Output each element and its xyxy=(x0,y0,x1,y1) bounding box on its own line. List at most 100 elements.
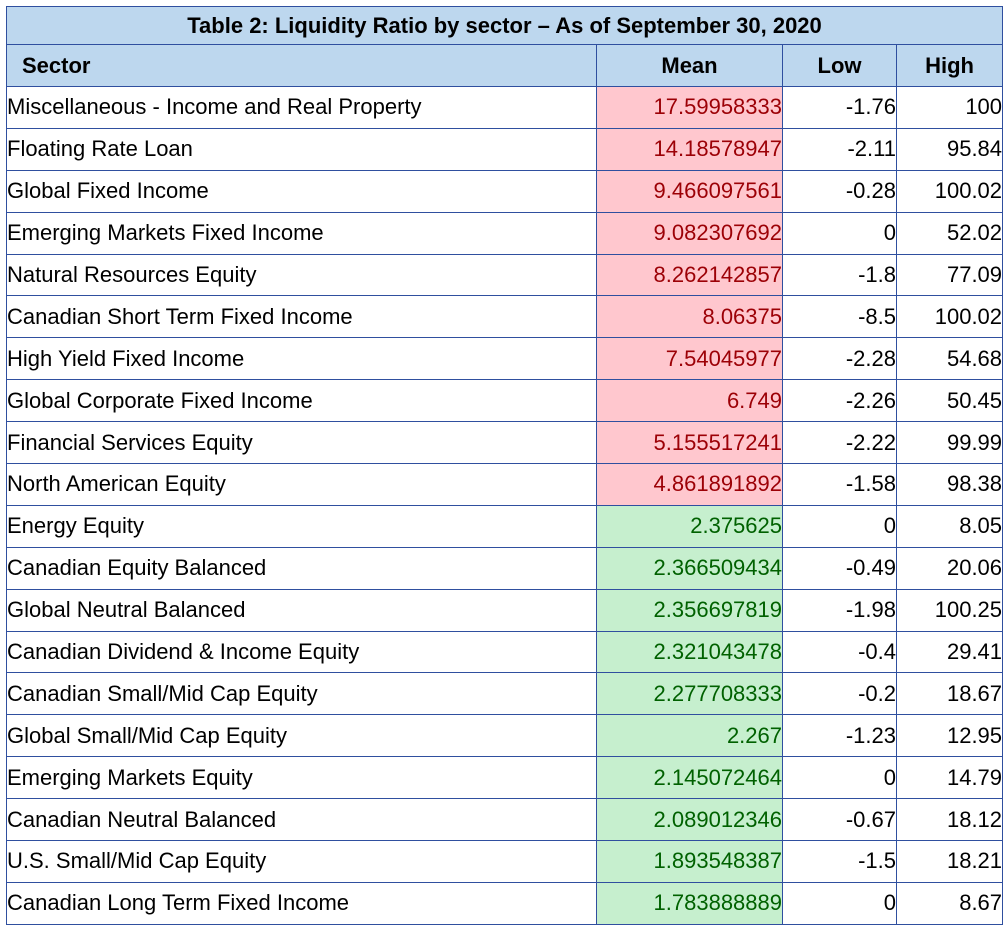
mean-cell: 1.783888889 xyxy=(596,881,783,925)
low-cell: 0 xyxy=(782,881,897,925)
table-row: Financial Services Equity 5.155517241 -2.2… xyxy=(6,421,1004,465)
sector-cell: Miscellaneous - Income and Real Property xyxy=(6,86,597,129)
column-header-row: Sector Mean Low High xyxy=(6,44,1004,87)
column-header-mean: Mean xyxy=(596,44,783,87)
low-cell: 0 xyxy=(782,504,897,548)
sector-cell: Global Neutral Balanced xyxy=(6,588,597,632)
low-cell: -2.26 xyxy=(782,379,897,423)
mean-cell: 2.375625 xyxy=(596,504,783,548)
mean-cell: 2.089012346 xyxy=(596,798,783,842)
table-row: Canadian Short Term Fixed Income 8.06375-… xyxy=(6,295,1004,339)
sector-cell: Global Fixed Income xyxy=(6,169,597,213)
table-row: Emerging Markets Equity 2.145072464 0 14.79 xyxy=(6,756,1004,800)
sector-cell: High Yield Fixed Income xyxy=(6,337,597,381)
liquidity-table-container: Table 2: Liquidity Ratio by sector – As … xyxy=(5,6,1004,925)
low-cell: -1.76 xyxy=(782,86,897,129)
table-row: Miscellaneous - Income and Real Property… xyxy=(6,86,1004,129)
table-row: Global Corporate Fixed Income 6.749 -2.26 5… xyxy=(6,379,1004,423)
low-cell: -2.28 xyxy=(782,337,897,381)
high-cell: 18.12 xyxy=(895,798,1004,842)
sector-cell: North American Equity xyxy=(6,463,597,506)
mean-cell: 9.466097561 xyxy=(596,169,783,213)
high-cell: 54.68 xyxy=(895,337,1004,381)
low-cell: -1.98 xyxy=(782,588,897,632)
table-row: Emerging Markets Fixed Income 9.082307692… xyxy=(6,211,1004,255)
high-cell: 18.21 xyxy=(895,840,1004,883)
column-header-low: Low xyxy=(782,44,897,87)
high-cell: 18.67 xyxy=(895,672,1004,716)
column-header-high: High xyxy=(895,44,1004,87)
low-cell: -0.28 xyxy=(782,169,897,213)
high-cell: 14.79 xyxy=(895,756,1004,800)
mean-cell: 4.861891892 xyxy=(596,463,783,506)
table-row: Natural Resources Equity 8.262142857 -1.8 7… xyxy=(6,253,1004,297)
mean-cell: 6.749 xyxy=(596,379,783,423)
sector-cell: Canadian Long Term Fixed Income xyxy=(6,881,597,925)
table-row: Canadian Equity Balanced 2.366509434 -0.49… xyxy=(6,546,1004,590)
mean-cell: 2.267 xyxy=(596,714,783,758)
low-cell: -1.23 xyxy=(782,714,897,758)
mean-cell: 7.54045977 xyxy=(596,337,783,381)
sector-cell: Financial Services Equity xyxy=(6,421,597,465)
sector-cell: Natural Resources Equity xyxy=(6,253,597,297)
high-cell: 8.05 xyxy=(895,504,1004,548)
table-row: Global Neutral Balanced 2.356697819 -1.98 1… xyxy=(6,588,1004,632)
mean-cell: 5.155517241 xyxy=(596,421,783,465)
high-cell: 99.99 xyxy=(895,421,1004,465)
low-cell: -0.49 xyxy=(782,546,897,590)
low-cell: -0.2 xyxy=(782,672,897,716)
table-row: U.S. Small/Mid Cap Equity 1.893548387 -1.5… xyxy=(6,840,1004,883)
table-row: North American Equity 4.861891892 -1.58 98.… xyxy=(6,463,1004,506)
mean-cell: 2.366509434 xyxy=(596,546,783,590)
high-cell: 100.25 xyxy=(895,588,1004,632)
table-row: Canadian Small/Mid Cap Equity 2.277708333… xyxy=(6,672,1004,716)
mean-cell: 9.082307692 xyxy=(596,211,783,255)
table-row: Canadian Long Term Fixed Income 1.7838888… xyxy=(6,881,1004,925)
low-cell: -1.8 xyxy=(782,253,897,297)
table-row: Canadian Dividend & Income Equity 2.32104… xyxy=(6,630,1004,674)
table-row: Canadian Neutral Balanced 2.089012346 -0.6… xyxy=(6,798,1004,842)
table-row: Floating Rate Loan 14.18578947 -2.11 95.84 xyxy=(6,127,1004,171)
liquidity-ratio-table: Table 2: Liquidity Ratio by sector – As … xyxy=(5,6,1004,925)
mean-cell: 8.06375 xyxy=(596,295,783,339)
low-cell: -0.4 xyxy=(782,630,897,674)
mean-cell: 14.18578947 xyxy=(596,127,783,171)
low-cell: 0 xyxy=(782,211,897,255)
table-row: Energy Equity 2.375625 0 8.05 xyxy=(6,504,1004,548)
high-cell: 100 xyxy=(895,86,1004,129)
sector-cell: Energy Equity xyxy=(6,504,597,548)
low-cell: -1.5 xyxy=(782,840,897,883)
column-header-sector: Sector xyxy=(6,44,597,87)
low-cell: -8.5 xyxy=(782,295,897,339)
high-cell: 100.02 xyxy=(895,295,1004,339)
sector-cell: U.S. Small/Mid Cap Equity xyxy=(6,840,597,883)
high-cell: 12.95 xyxy=(895,714,1004,758)
sector-cell: Global Corporate Fixed Income xyxy=(6,379,597,423)
table-row: Global Fixed Income 9.466097561 -0.28 100.0… xyxy=(6,169,1004,213)
high-cell: 8.67 xyxy=(895,881,1004,925)
mean-cell: 2.321043478 xyxy=(596,630,783,674)
high-cell: 98.38 xyxy=(895,463,1004,506)
low-cell: 0 xyxy=(782,756,897,800)
table-row: Global Small/Mid Cap Equity 2.267 -1.23 12.… xyxy=(6,714,1004,758)
sector-cell: Canadian Short Term Fixed Income xyxy=(6,295,597,339)
sector-cell: Canadian Dividend & Income Equity xyxy=(6,630,597,674)
low-cell: -0.67 xyxy=(782,798,897,842)
high-cell: 50.45 xyxy=(895,379,1004,423)
sector-cell: Global Small/Mid Cap Equity xyxy=(6,714,597,758)
high-cell: 52.02 xyxy=(895,211,1004,255)
table-body: Miscellaneous - Income and Real Property… xyxy=(6,86,1004,925)
sector-cell: Emerging Markets Equity xyxy=(6,756,597,800)
low-cell: -1.58 xyxy=(782,463,897,506)
mean-cell: 1.893548387 xyxy=(596,840,783,883)
low-cell: -2.11 xyxy=(782,127,897,171)
high-cell: 95.84 xyxy=(895,127,1004,171)
high-cell: 29.41 xyxy=(895,630,1004,674)
mean-cell: 2.277708333 xyxy=(596,672,783,716)
mean-cell: 8.262142857 xyxy=(596,253,783,297)
sector-cell: Canadian Equity Balanced xyxy=(6,546,597,590)
mean-cell: 2.356697819 xyxy=(596,588,783,632)
table-title: Table 2: Liquidity Ratio by sector – As … xyxy=(5,6,1004,45)
high-cell: 77.09 xyxy=(895,253,1004,297)
low-cell: -2.22 xyxy=(782,421,897,465)
